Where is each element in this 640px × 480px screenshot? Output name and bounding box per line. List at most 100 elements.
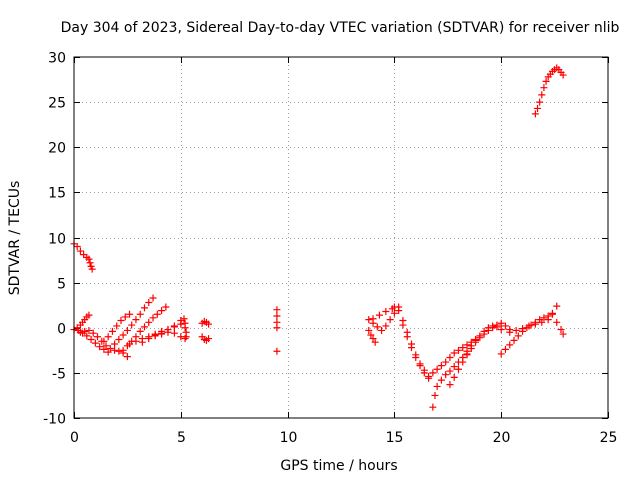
data-point (104, 348, 112, 356)
x-tick-label: 0 (70, 430, 79, 446)
x-tick-label: 15 (386, 430, 404, 446)
data-point (153, 310, 161, 318)
data-point (115, 347, 123, 355)
data-point (420, 369, 428, 377)
data-point (100, 345, 108, 353)
x-tick-label: 10 (280, 430, 298, 446)
data-point (557, 326, 565, 334)
data-point (407, 344, 415, 352)
data-point (534, 104, 542, 112)
data-point (85, 255, 93, 263)
data-point (559, 71, 567, 79)
axis-ticks: 0 5 10 15 20 25 -10 -5 0 5 10 15 20 25 30 (43, 51, 617, 447)
data-point (273, 324, 281, 332)
data-point (369, 335, 377, 343)
data-point (506, 328, 514, 336)
data-point (548, 310, 556, 318)
data-point (181, 324, 189, 332)
data-point (501, 322, 509, 330)
data-point (170, 322, 178, 330)
data-point (450, 349, 458, 357)
data-point (119, 346, 127, 354)
data-point (433, 382, 441, 390)
y-axis-label: SDTVAR / TECUs (7, 181, 23, 296)
data-point (108, 327, 116, 335)
data-point (121, 313, 129, 321)
data-point (382, 322, 390, 330)
data-point (399, 321, 407, 329)
data-point (375, 311, 383, 319)
data-point (480, 330, 488, 338)
data-point (126, 340, 134, 348)
data-point (273, 347, 281, 355)
data-point (559, 330, 567, 338)
data-point (123, 326, 131, 334)
data-point (437, 376, 445, 384)
data-point (111, 340, 119, 348)
series-midday-arc-1 (365, 303, 403, 334)
data-point (538, 318, 546, 326)
data-point (446, 381, 454, 389)
data-point (412, 354, 420, 362)
data-point (205, 335, 213, 343)
data-point (111, 346, 119, 354)
data-point (519, 325, 527, 333)
data-point (180, 315, 188, 323)
data-point (102, 342, 110, 350)
data-point (151, 331, 159, 339)
data-point (514, 332, 522, 340)
data-point (85, 326, 93, 334)
data-point (429, 403, 437, 411)
data-point (459, 344, 467, 352)
data-point (538, 91, 546, 99)
data-point (497, 319, 505, 327)
data-point (182, 333, 190, 341)
series-early-arc-5 (111, 294, 157, 348)
data-point (365, 316, 373, 324)
y-tick-label: -5 (52, 367, 66, 383)
data-point (531, 110, 539, 118)
data-point (86, 259, 94, 267)
data-point (117, 317, 125, 325)
data-point (540, 314, 548, 322)
data-point (484, 326, 492, 334)
data-point (390, 303, 398, 311)
series-afternoon-arc-4 (463, 322, 505, 355)
data-point (446, 354, 454, 362)
data-point (371, 338, 379, 346)
data-point (493, 321, 501, 329)
series-afternoon-arc-2 (429, 335, 480, 377)
data-point (91, 339, 99, 347)
data-point (531, 320, 539, 328)
data-point (88, 265, 96, 273)
data-point (158, 307, 166, 315)
data-point (476, 334, 484, 342)
data-point (510, 336, 518, 344)
data-point (273, 306, 281, 314)
data-point (553, 302, 561, 310)
data-point (83, 332, 91, 340)
data-point (136, 327, 144, 335)
y-tick-label: 15 (48, 186, 66, 202)
data-point (79, 329, 87, 337)
data-point (433, 365, 441, 373)
data-point (132, 337, 140, 345)
data-point (446, 367, 454, 375)
data-point (497, 326, 505, 334)
plot-frame (73, 56, 609, 419)
data-point (181, 335, 189, 343)
data-point (100, 337, 108, 345)
series-afternoon-arc-5 (472, 319, 514, 346)
data-point (542, 77, 550, 85)
data-point (454, 365, 462, 373)
data-point (126, 310, 134, 318)
data-point (170, 329, 178, 337)
y-tick-label: 25 (48, 96, 66, 112)
series-late-high (531, 64, 567, 118)
data-point (506, 341, 514, 349)
data-point (74, 326, 82, 334)
data-point (164, 328, 172, 336)
data-point (96, 343, 104, 351)
series-early-arc-3 (74, 326, 112, 356)
